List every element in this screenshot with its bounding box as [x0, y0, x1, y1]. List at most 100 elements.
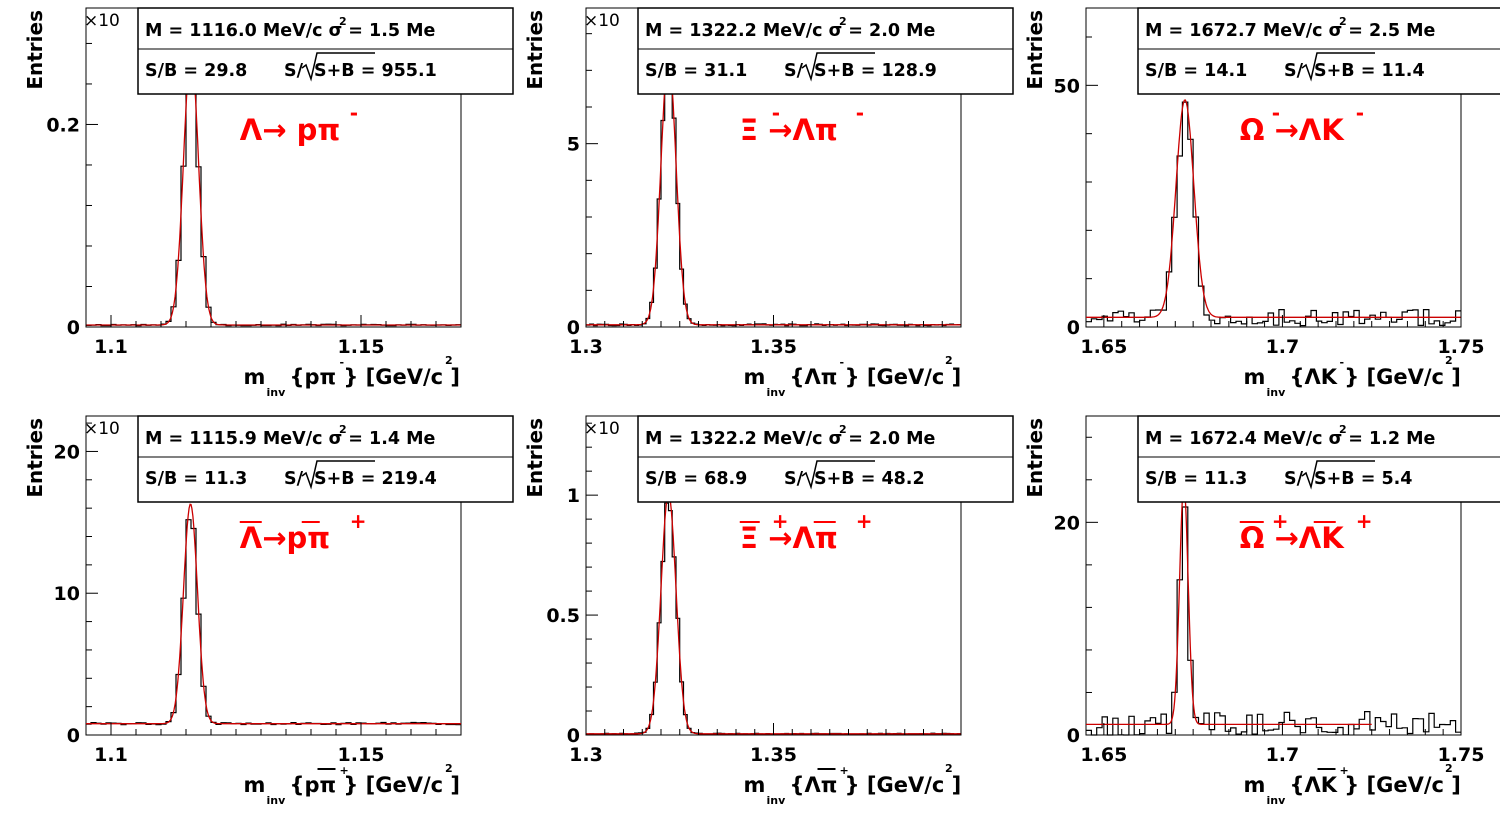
x-tick-label: 1.15	[338, 744, 385, 766]
stats-box	[137, 415, 514, 503]
y-tick-label: 50	[1054, 75, 1080, 97]
stats-mass-sigma: M = 1322.2 MeV/c σ = 2.0 Me	[645, 21, 936, 41]
x-axis-label-subscript: inv	[1267, 794, 1287, 807]
stats-mass-unit-power: 2	[1339, 15, 1347, 28]
x-tick-label: 1.7	[1266, 744, 1300, 766]
stats-significance: S+B = 128.9	[814, 61, 937, 81]
stats-signal-background: S/B = 68.9	[645, 469, 747, 489]
stats-signal-background: S/B = 14.1	[1145, 61, 1247, 81]
stats-significance-prefix: S/	[784, 61, 804, 81]
x-tick-label: 1.3	[569, 744, 603, 766]
sqrt-symbol	[1301, 52, 1375, 82]
process-label-charge: +	[350, 509, 367, 533]
y-axis-multiplier: ×10	[584, 11, 620, 31]
x-axis-label-unit-power: 2	[445, 354, 453, 367]
stats-mass-sigma: M = 1672.4 MeV/c σ = 1.2 Me	[1145, 429, 1436, 449]
stats-box	[637, 415, 1014, 503]
fit-curve	[86, 503, 461, 725]
sqrt-symbol	[301, 52, 375, 82]
stats-mass-unit-power: 2	[839, 423, 847, 436]
y-axis-multiplier: ×10	[584, 419, 620, 439]
sqrt-symbol	[1301, 460, 1375, 490]
stats-mass-unit-power: 2	[1339, 423, 1347, 436]
sqrt-symbol	[301, 460, 375, 490]
y-axis-label: Entries	[523, 418, 547, 498]
process-label-charge: +	[772, 509, 789, 533]
x-axis-label-subscript: inv	[267, 386, 287, 399]
x-axis-label-m: m	[244, 365, 266, 389]
fit-curve	[86, 51, 461, 326]
process-label-charge-2: -	[856, 101, 864, 125]
stats-significance-prefix: S/	[1284, 61, 1304, 81]
stats-significance: S+B = 955.1	[314, 61, 437, 81]
x-axis-label: {ΛK } [GeV/c ]	[1290, 365, 1461, 389]
stats-signal-background: S/B = 11.3	[145, 469, 247, 489]
x-tick-label: 1.1	[94, 336, 128, 358]
process-label-charge: -	[1272, 101, 1280, 125]
x-axis-label-charge: -	[840, 356, 845, 369]
y-axis-multiplier: ×10	[84, 11, 120, 31]
stats-significance: S+B = 11.4	[1314, 61, 1425, 81]
y-axis-label: Entries	[1023, 418, 1047, 498]
y-tick-label: 0.2	[46, 114, 80, 136]
process-label-charge: -	[350, 101, 358, 125]
process-label-charge-2: +	[856, 509, 873, 533]
process-label: Ω →ΛK	[1240, 113, 1345, 147]
x-axis-label-subscript: inv	[767, 386, 787, 399]
sqrt-symbol	[801, 52, 875, 82]
process-label: Ξ →Λπ	[740, 521, 838, 555]
x-axis-label-subscript: inv	[1267, 386, 1287, 399]
x-axis-label-unit-power: 2	[945, 354, 953, 367]
y-axis-multiplier: ×10	[84, 419, 120, 439]
x-axis-label-charge: -	[340, 356, 345, 369]
x-tick-label: 1.65	[1080, 336, 1127, 358]
process-label: Ω →ΛK	[1240, 521, 1345, 555]
process-label: Λ→pπ	[240, 521, 330, 555]
x-tick-label: 1.15	[338, 336, 385, 358]
y-tick-label: 0	[1067, 725, 1080, 747]
stats-mass-unit-power: 2	[339, 15, 347, 28]
x-axis-label-unit-power: 2	[945, 762, 953, 775]
x-axis-label-m: m	[1244, 365, 1266, 389]
stats-box	[1137, 7, 1500, 95]
y-tick-label: 20	[1054, 512, 1080, 534]
x-axis-label: {ΛK } [GeV/c ]	[1290, 773, 1461, 797]
process-label-charge: -	[772, 101, 780, 125]
x-axis-label: {pπ } [GeV/c ]	[290, 365, 461, 389]
x-tick-label: 1.1	[94, 744, 128, 766]
y-tick-label: 0	[67, 317, 80, 339]
x-tick-label: 1.35	[750, 744, 797, 766]
stats-signal-background: S/B = 11.3	[1145, 469, 1247, 489]
x-axis-label-m: m	[744, 773, 766, 797]
stats-significance-prefix: S/	[284, 61, 304, 81]
process-label: Ξ →Λπ	[740, 113, 838, 147]
stats-significance: S+B = 5.4	[1314, 469, 1412, 489]
y-tick-label: 10	[54, 583, 80, 605]
histogram-series	[1086, 101, 1461, 327]
process-label: Λ→ pπ	[240, 113, 341, 147]
stats-significance-prefix: S/	[284, 469, 304, 489]
y-tick-label: 0	[567, 725, 580, 747]
histogram-series	[86, 53, 461, 327]
x-axis-label-m: m	[244, 773, 266, 797]
x-axis-label: {pπ } [GeV/c ]	[290, 773, 461, 797]
stats-significance-prefix: S/	[784, 469, 804, 489]
x-axis-label-m: m	[744, 365, 766, 389]
stats-mass-sigma: M = 1322.2 MeV/c σ = 2.0 Me	[645, 429, 936, 449]
stats-mass-sigma: M = 1115.9 MeV/c σ = 1.4 Me	[145, 429, 436, 449]
y-tick-label: 20	[54, 441, 80, 463]
y-axis-label: Entries	[1023, 10, 1047, 90]
y-axis-label: Entries	[23, 10, 47, 90]
process-label-charge: +	[1272, 509, 1289, 533]
x-axis-label-charge: -	[1340, 356, 1345, 369]
stats-signal-background: S/B = 31.1	[645, 61, 747, 81]
histogram-series	[1086, 506, 1461, 736]
x-tick-label: 1.7	[1266, 336, 1300, 358]
stats-mass-unit-power: 2	[339, 423, 347, 436]
stats-significance: S+B = 48.2	[814, 469, 925, 489]
stats-significance: S+B = 219.4	[314, 469, 437, 489]
x-tick-label: 1.3	[569, 336, 603, 358]
